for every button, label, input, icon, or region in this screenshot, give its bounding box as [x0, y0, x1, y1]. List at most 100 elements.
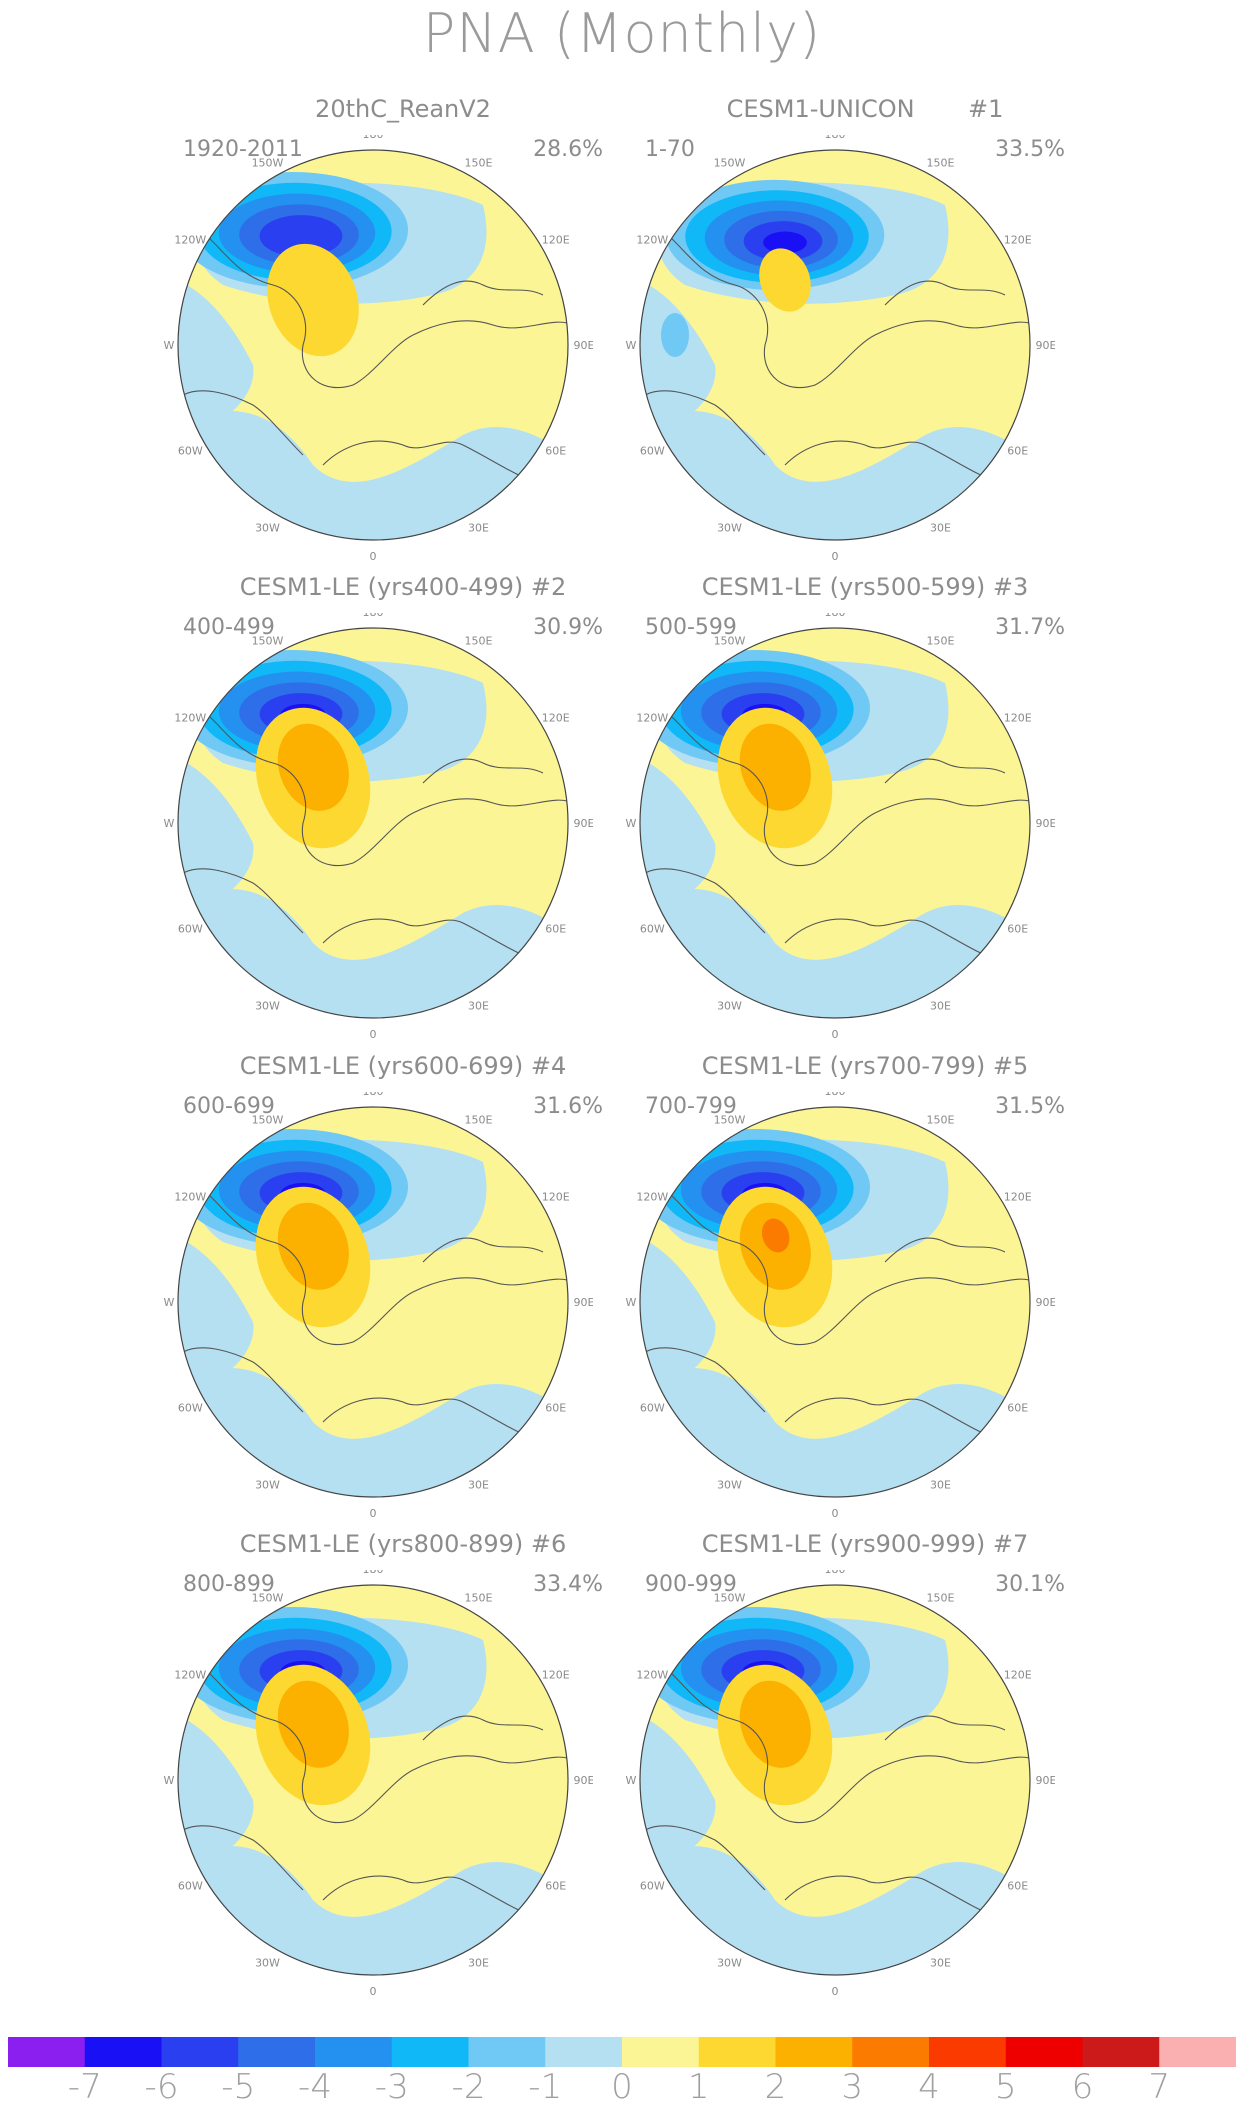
panel-variance: 31.7% — [995, 615, 1065, 640]
longitude-tick-label: 60E — [545, 1880, 566, 1893]
coastline — [654, 1659, 876, 1824]
longitude-tick-label: 120E — [542, 1191, 570, 1204]
colorbar-swatch — [852, 2037, 930, 2067]
positive-anomaly-contour — [761, 1218, 790, 1253]
longitude-tick-label: 90W — [163, 1774, 175, 1787]
coastline — [644, 868, 766, 934]
longitude-tick-label: 120E — [1004, 234, 1032, 247]
positive-anomaly-contour — [739, 1680, 811, 1768]
colorbar-swatch — [238, 2037, 316, 2067]
panel-variance: 28.6% — [533, 137, 603, 162]
panel-variance: 33.5% — [995, 137, 1065, 162]
colorbar-swatch — [929, 2037, 1007, 2067]
polar-projection-map: 180 150E 120E 90E 60E 30E 0 30W 60W 90W 120W 150W — [625, 613, 1055, 1041]
colorbar-swatch — [84, 2037, 162, 2067]
polar-projection-map: 180 150E 120E 90E 60E 30E 0 30W 60W 90W 120W 150W — [163, 135, 593, 563]
coastline — [644, 1825, 766, 1891]
longitude-tick-label: 60W — [178, 445, 203, 458]
coastline — [182, 1347, 304, 1413]
colorbar-swatch — [1082, 2037, 1160, 2067]
weak-negative-region — [640, 753, 716, 913]
colorbar — [8, 2037, 1236, 2067]
longitude-tick-label: 30E — [468, 1479, 489, 1492]
colorbar-tick-label: 3 — [841, 2067, 864, 2107]
longitude-tick-label: 120E — [1004, 1669, 1032, 1682]
anomaly-field — [178, 1107, 568, 1497]
longitude-tick-label: 180 — [363, 1092, 384, 1098]
longitude-tick-label: 90E — [1036, 339, 1055, 352]
longitude-tick-label: 90E — [574, 1774, 593, 1787]
coastline — [884, 758, 1006, 784]
coastline — [322, 440, 544, 486]
longitude-tick-label: 90E — [574, 1296, 593, 1309]
longitude-tick-label: 30E — [468, 522, 489, 535]
colorbar-tick-label: -4 — [298, 2067, 332, 2107]
longitude-tick-label: 120W — [174, 234, 206, 247]
longitude-tick-label: 30E — [930, 1479, 951, 1492]
panel-period: 800-899 — [183, 1572, 275, 1597]
longitude-tick-label: 0 — [370, 550, 377, 563]
map-panel: CESM1-LE (yrs600-699) #4600-69931.6%1801… — [163, 1052, 643, 1522]
longitude-tick-label: 60E — [1007, 1880, 1028, 1893]
longitude-tick-label: 120E — [1004, 712, 1032, 725]
longitude-tick-label: 180 — [363, 1570, 384, 1576]
longitude-tick-label: 60W — [640, 1402, 665, 1415]
coastline — [874, 798, 1030, 814]
panel-title: CESM1-LE (yrs400-499) #2 — [239, 573, 567, 601]
colorbar-swatch — [1005, 2037, 1083, 2067]
positive-anomaly-contour — [277, 1202, 349, 1290]
coastline — [422, 758, 544, 784]
anomaly-field — [640, 628, 1030, 1018]
map-panel: CESM1-LE (yrs500-599) #3500-59931.7%1801… — [625, 573, 1105, 1043]
colorbar-swatch — [545, 2037, 623, 2067]
longitude-tick-label: 180 — [825, 1092, 846, 1098]
longitude-tick-label: 60E — [1007, 923, 1028, 936]
map-boundary — [177, 1584, 569, 1976]
coastline — [644, 1347, 766, 1413]
colorbar-swatch — [698, 2037, 776, 2067]
panel-period: 900-999 — [645, 1572, 737, 1597]
panel-title: CESM1-LE (yrs800-899) #6 — [239, 1530, 567, 1558]
map-panel: CESM1-LE (yrs700-799) #5700-79931.5%1801… — [625, 1052, 1105, 1522]
colorbar-tick-label: -7 — [67, 2067, 102, 2107]
longitude-tick-label: 90W — [163, 817, 175, 830]
anomaly-field — [178, 628, 568, 1018]
longitude-tick-label: 0 — [832, 550, 839, 563]
coastline — [874, 1277, 1030, 1293]
longitude-tick-label: 90E — [1036, 1296, 1055, 1309]
polar-projection-map: 180 150E 120E 90E 60E 30E 0 30W 60W 90W 120W 150W — [163, 1570, 593, 1998]
weak-negative-region — [178, 1232, 254, 1392]
colorbar-swatch — [391, 2037, 469, 2067]
longitude-tick-label: 150W — [714, 156, 746, 169]
weak-negative-region — [178, 1710, 254, 1870]
coastline — [192, 1659, 414, 1824]
weak-negative-region — [178, 275, 254, 435]
longitude-tick-label: 60E — [545, 923, 566, 936]
map-boundary — [177, 149, 569, 541]
coastline — [412, 798, 568, 814]
polar-projection-map: 180 150E 120E 90E 60E 30E 0 30W 60W 90W 120W 150W — [625, 135, 1055, 563]
longitude-tick-label: 30W — [255, 1000, 280, 1013]
longitude-tick-label: 60W — [640, 923, 665, 936]
coastline — [654, 224, 876, 389]
longitude-tick-label: 150W — [714, 1591, 746, 1604]
map-boundary — [639, 149, 1031, 541]
longitude-tick-label: 0 — [370, 1985, 377, 1998]
longitude-tick-label: 30W — [717, 522, 742, 535]
coastline — [884, 280, 1006, 306]
longitude-tick-label: 150E — [465, 156, 493, 169]
positive-anomaly-contour — [739, 723, 811, 811]
panel-title: CESM1-LE (yrs900-999) #7 — [701, 1530, 1029, 1558]
longitude-tick-label: 180 — [825, 613, 846, 619]
coastline — [784, 1875, 1006, 1921]
longitude-tick-label: 60W — [178, 1402, 203, 1415]
colorbar-tick-label: 1 — [687, 2067, 710, 2107]
longitude-tick-label: 30W — [255, 1479, 280, 1492]
longitude-tick-label: 120E — [542, 234, 570, 247]
anomaly-field — [640, 1585, 1030, 1975]
coastline — [884, 1237, 1006, 1263]
map-boundary — [639, 1106, 1031, 1498]
panel-title: CESM1-LE (yrs600-699) #4 — [239, 1052, 567, 1080]
coastline — [192, 1181, 414, 1346]
longitude-tick-label: 90W — [163, 339, 175, 352]
